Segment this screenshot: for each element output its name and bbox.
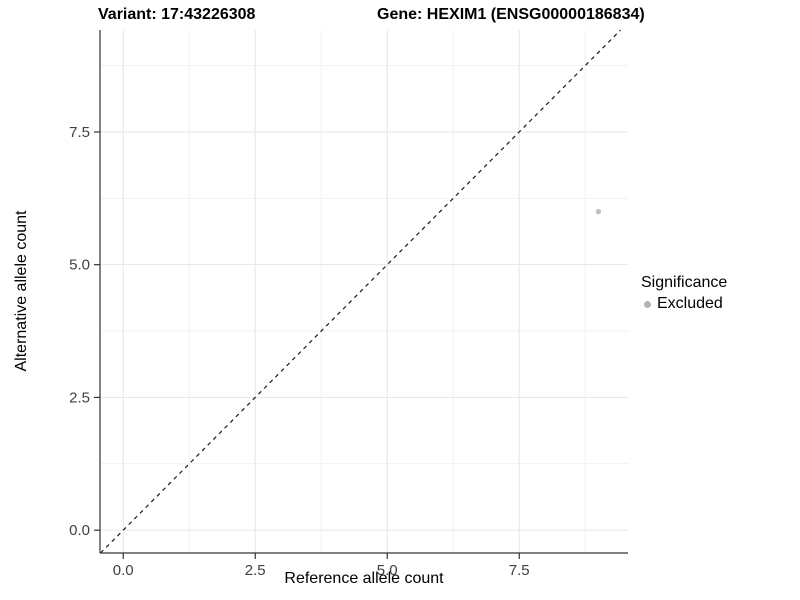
x-tick-label: 0.0 [113,562,134,579]
y-axis-title: Alternative allele count [13,210,30,372]
gene-title: Gene: HEXIM1 (ENSG00000186834) [377,6,645,23]
legend: Significance Excluded [641,274,727,313]
identity-dashed-line [100,29,622,554]
legend-title: Significance [641,274,728,291]
data-point [595,208,602,215]
x-tick-label: 5.0 [377,562,398,579]
y-tick-label: 2.5 [69,389,90,406]
x-tick-label: 2.5 [245,562,266,579]
y-tick-label: 5.0 [69,257,90,274]
y-tick-label: 0.0 [69,522,90,539]
x-axis-title: Reference allele count [284,570,444,587]
x-tick-label: 7.5 [509,562,530,579]
y-tick-label: 7.5 [69,124,90,141]
legend-point-icon [644,300,651,308]
legend-item: Excluded [641,295,727,313]
legend-item-label: Excluded [657,295,723,312]
legend-items: Excluded [641,295,727,313]
variant-title: Variant: 17:43226308 [98,6,256,23]
